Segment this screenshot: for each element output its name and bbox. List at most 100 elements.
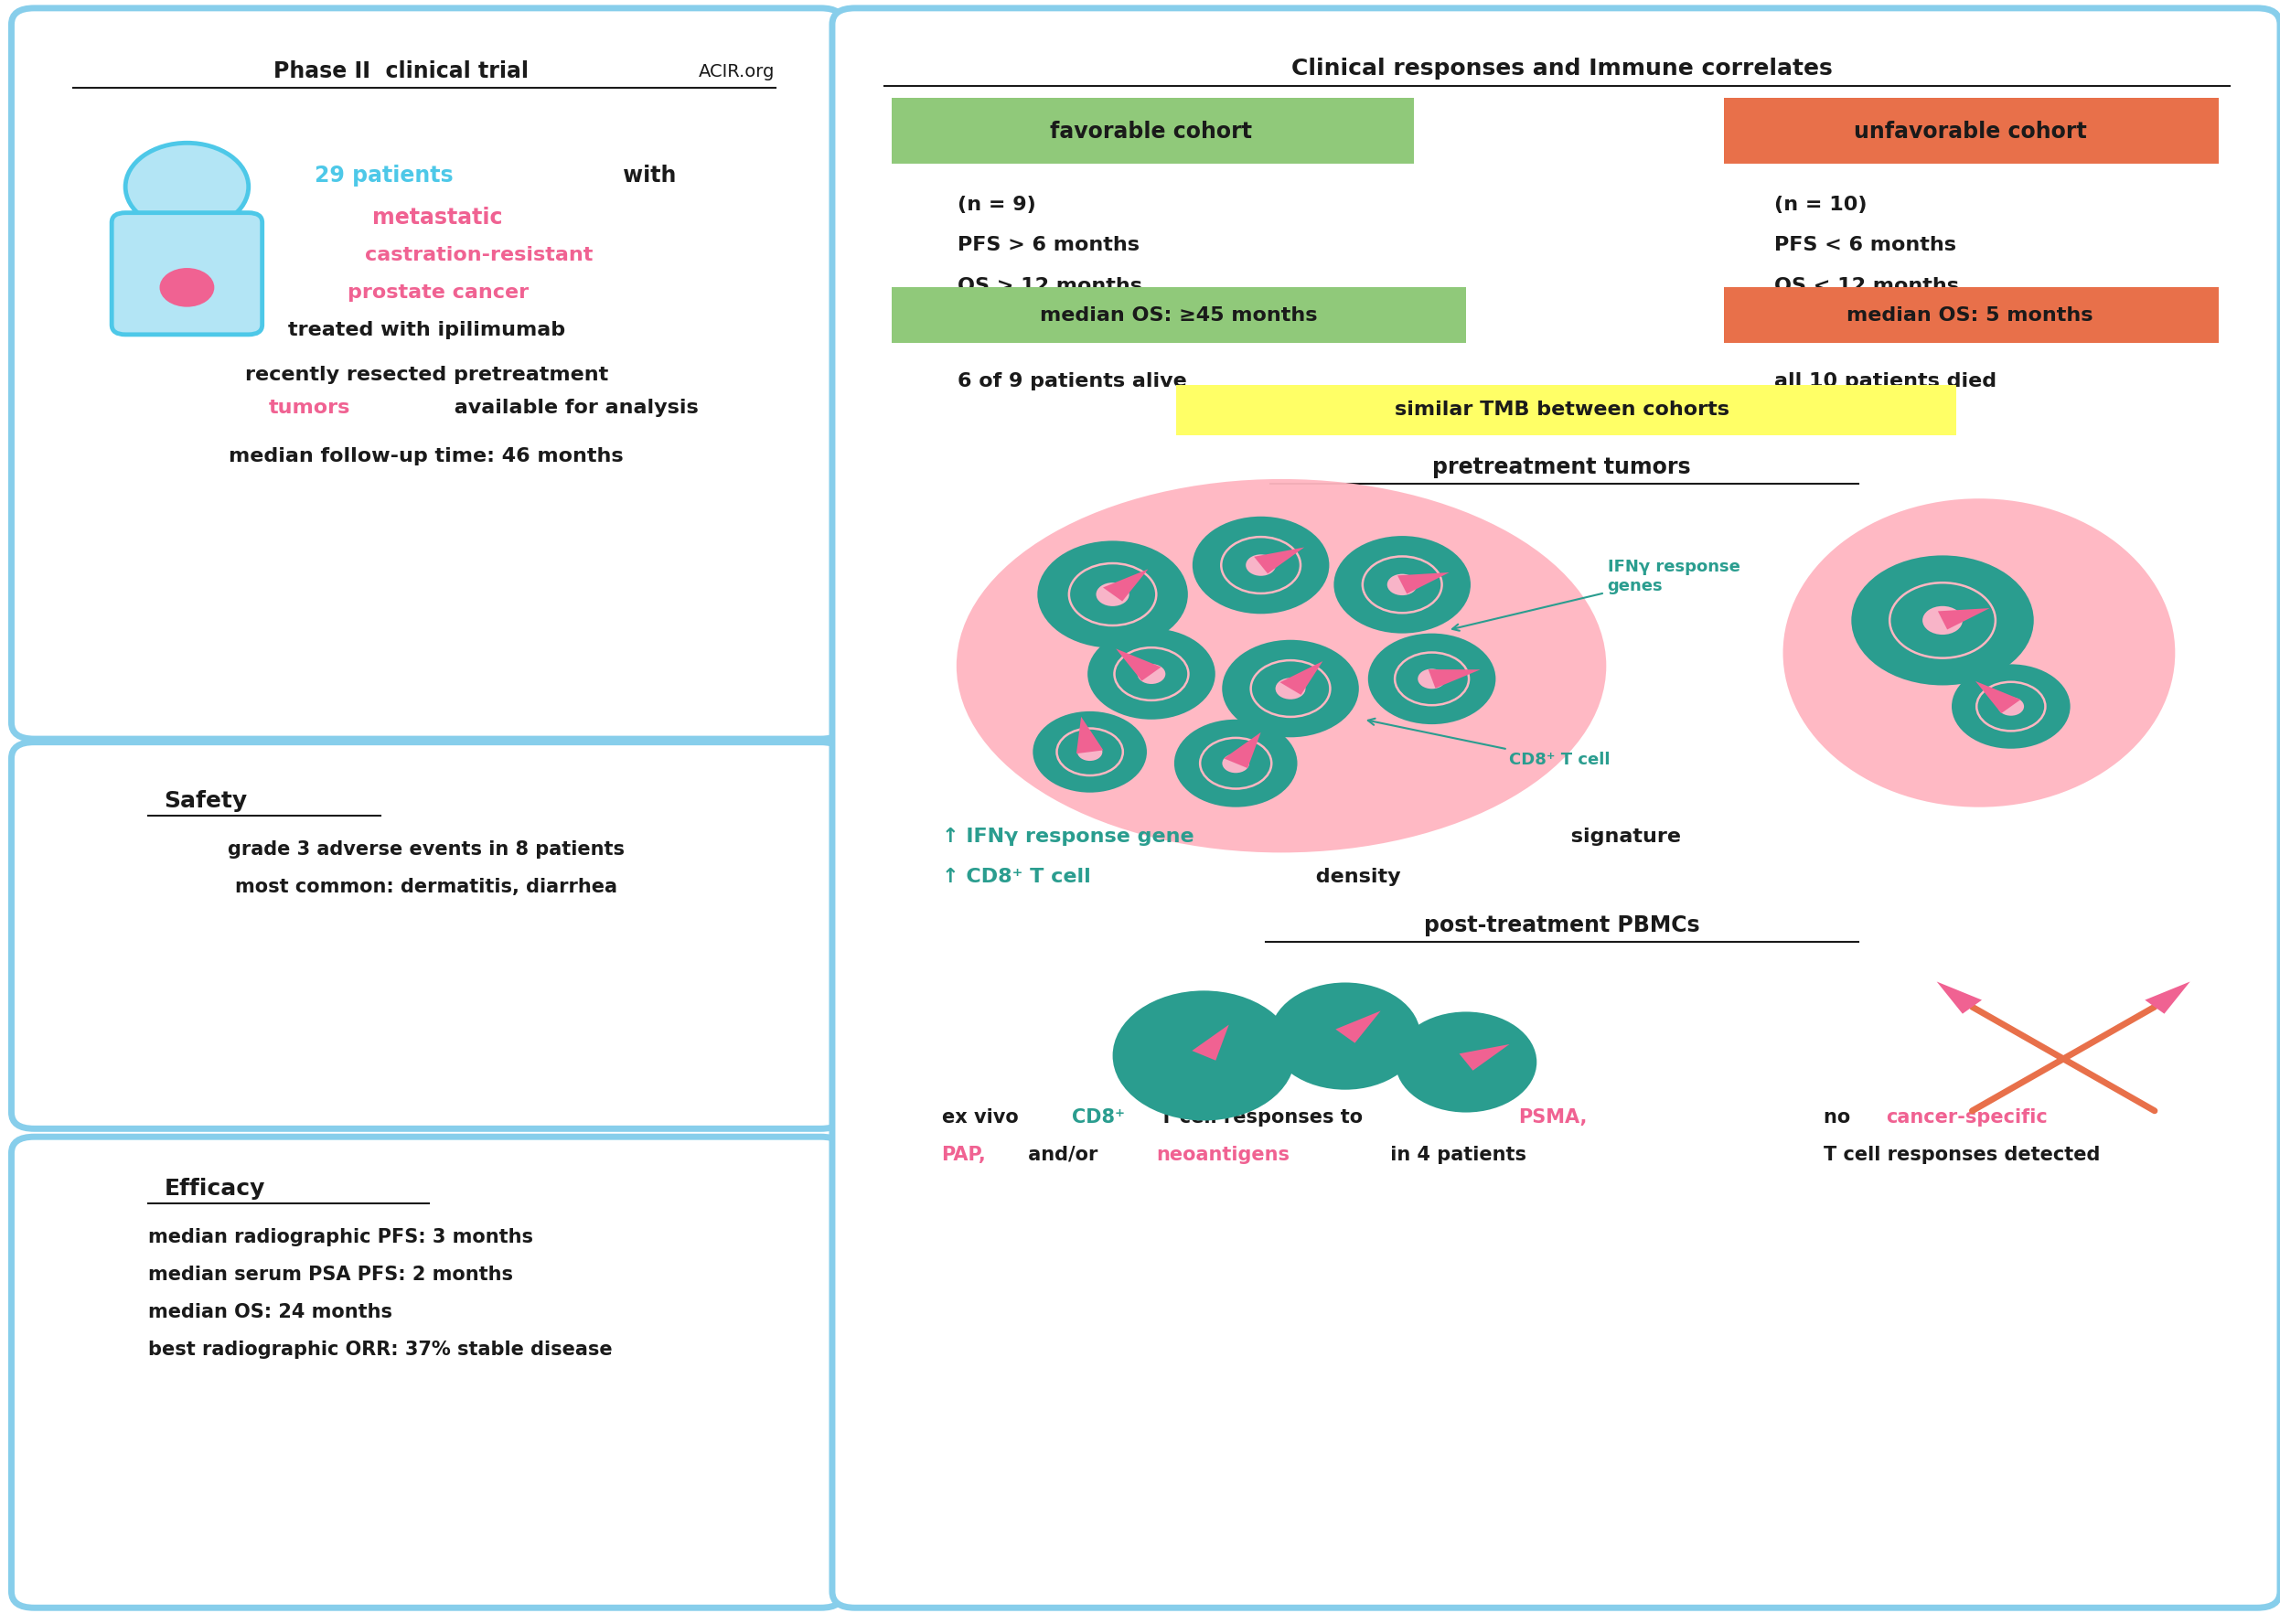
Circle shape bbox=[160, 268, 214, 307]
Text: Safety: Safety bbox=[164, 789, 249, 812]
Text: CD8⁺ T cell: CD8⁺ T cell bbox=[1368, 718, 1610, 768]
Circle shape bbox=[1033, 711, 1147, 793]
Text: 29 patients: 29 patients bbox=[315, 164, 454, 187]
Polygon shape bbox=[1279, 661, 1322, 695]
Text: ACIR.org: ACIR.org bbox=[700, 63, 775, 80]
Ellipse shape bbox=[958, 479, 1605, 853]
Circle shape bbox=[1113, 991, 1295, 1121]
Polygon shape bbox=[1224, 732, 1261, 768]
FancyBboxPatch shape bbox=[112, 213, 262, 335]
FancyBboxPatch shape bbox=[1724, 287, 2218, 343]
Text: Clinical responses and Immune correlates: Clinical responses and Immune correlates bbox=[1290, 57, 1833, 80]
FancyBboxPatch shape bbox=[1176, 385, 1956, 435]
Text: castration-resistant: castration-resistant bbox=[365, 245, 593, 265]
Ellipse shape bbox=[1783, 499, 2175, 807]
Circle shape bbox=[1270, 983, 1420, 1090]
Circle shape bbox=[1386, 573, 1418, 596]
Text: density: density bbox=[1309, 867, 1400, 887]
Circle shape bbox=[1037, 541, 1188, 648]
Circle shape bbox=[1138, 664, 1165, 684]
Polygon shape bbox=[1936, 981, 1981, 1013]
FancyBboxPatch shape bbox=[11, 1137, 844, 1608]
Text: median OS: ≥45 months: median OS: ≥45 months bbox=[1040, 305, 1318, 325]
Text: median follow-up time: 46 months: median follow-up time: 46 months bbox=[228, 447, 625, 466]
Text: ↑ CD8⁺ T cell: ↑ CD8⁺ T cell bbox=[942, 867, 1090, 887]
Text: OS > 12 months: OS > 12 months bbox=[958, 276, 1142, 296]
Text: CD8⁺: CD8⁺ bbox=[1072, 1108, 1124, 1127]
Text: all 10 patients died: all 10 patients died bbox=[1774, 372, 1997, 391]
Text: available for analysis: available for analysis bbox=[447, 398, 698, 417]
Text: prostate cancer: prostate cancer bbox=[347, 283, 529, 302]
FancyBboxPatch shape bbox=[891, 287, 1466, 343]
Polygon shape bbox=[1427, 669, 1480, 689]
Circle shape bbox=[1275, 677, 1306, 700]
Circle shape bbox=[1997, 697, 2025, 716]
Text: best radiographic ORR: 37% stable disease: best radiographic ORR: 37% stable diseas… bbox=[148, 1340, 613, 1359]
FancyBboxPatch shape bbox=[832, 8, 2280, 1608]
Text: OS < 12 months: OS < 12 months bbox=[1774, 276, 1959, 296]
Text: T cell responses to: T cell responses to bbox=[1154, 1108, 1370, 1127]
Circle shape bbox=[1088, 628, 1215, 719]
Text: favorable cohort: favorable cohort bbox=[1051, 120, 1252, 143]
Polygon shape bbox=[1115, 648, 1161, 680]
Polygon shape bbox=[1192, 1025, 1229, 1060]
Text: with: with bbox=[616, 164, 677, 187]
Text: similar TMB between cohorts: similar TMB between cohorts bbox=[1395, 400, 1728, 419]
Circle shape bbox=[1097, 583, 1129, 606]
Circle shape bbox=[1222, 640, 1359, 737]
Text: T cell responses detected: T cell responses detected bbox=[1824, 1145, 2100, 1164]
Circle shape bbox=[1078, 744, 1101, 760]
Polygon shape bbox=[2145, 981, 2191, 1013]
Polygon shape bbox=[1104, 568, 1149, 601]
Text: 6 of 9 patients alive: 6 of 9 patients alive bbox=[958, 372, 1188, 391]
Text: ex vivo: ex vivo bbox=[942, 1108, 1026, 1127]
Text: PFS > 6 months: PFS > 6 months bbox=[958, 235, 1140, 255]
Circle shape bbox=[1368, 633, 1496, 724]
Text: Phase II  clinical trial: Phase II clinical trial bbox=[274, 60, 529, 83]
Text: neoantigens: neoantigens bbox=[1156, 1145, 1290, 1164]
Polygon shape bbox=[1459, 1044, 1509, 1070]
Polygon shape bbox=[1974, 680, 2020, 713]
Text: PFS < 6 months: PFS < 6 months bbox=[1774, 235, 1956, 255]
FancyBboxPatch shape bbox=[1724, 97, 2218, 164]
Text: in 4 patients: in 4 patients bbox=[1384, 1145, 1528, 1164]
Text: unfavorable cohort: unfavorable cohort bbox=[1854, 120, 2086, 143]
Circle shape bbox=[125, 143, 249, 231]
Text: median radiographic PFS: 3 months: median radiographic PFS: 3 months bbox=[148, 1228, 534, 1247]
Text: cancer-specific: cancer-specific bbox=[1886, 1108, 2047, 1127]
Text: Efficacy: Efficacy bbox=[164, 1177, 264, 1200]
Polygon shape bbox=[1254, 547, 1304, 573]
Text: PAP,: PAP, bbox=[942, 1145, 987, 1164]
Circle shape bbox=[1395, 1012, 1537, 1112]
Text: treated with ipilimumab: treated with ipilimumab bbox=[287, 320, 565, 339]
Text: most common: dermatitis, diarrhea: most common: dermatitis, diarrhea bbox=[235, 877, 618, 896]
Circle shape bbox=[1851, 555, 2034, 685]
Circle shape bbox=[1952, 664, 2070, 749]
Circle shape bbox=[1334, 536, 1471, 633]
FancyBboxPatch shape bbox=[11, 8, 844, 739]
Text: (n = 10): (n = 10) bbox=[1774, 195, 1867, 214]
Text: median OS: 5 months: median OS: 5 months bbox=[1847, 305, 2093, 325]
Circle shape bbox=[1418, 669, 1446, 689]
Text: metastatic: metastatic bbox=[372, 206, 504, 229]
Text: recently resected pretreatment: recently resected pretreatment bbox=[244, 365, 609, 385]
FancyBboxPatch shape bbox=[11, 742, 844, 1129]
Text: grade 3 adverse events in 8 patients: grade 3 adverse events in 8 patients bbox=[228, 840, 625, 859]
Text: median OS: 24 months: median OS: 24 months bbox=[148, 1302, 392, 1322]
Text: tumors: tumors bbox=[269, 398, 351, 417]
Text: post-treatment PBMCs: post-treatment PBMCs bbox=[1425, 914, 1699, 937]
Polygon shape bbox=[1398, 572, 1450, 594]
Polygon shape bbox=[1336, 1010, 1382, 1043]
Circle shape bbox=[1174, 719, 1297, 807]
Text: median serum PSA PFS: 2 months: median serum PSA PFS: 2 months bbox=[148, 1265, 513, 1285]
Text: PSMA,: PSMA, bbox=[1518, 1108, 1587, 1127]
Text: no: no bbox=[1824, 1108, 1858, 1127]
Text: and/or: and/or bbox=[1021, 1145, 1104, 1164]
Text: signature: signature bbox=[1564, 827, 1680, 846]
Circle shape bbox=[1222, 754, 1249, 773]
Circle shape bbox=[1245, 554, 1277, 577]
Circle shape bbox=[1192, 516, 1329, 614]
Text: pretreatment tumors: pretreatment tumors bbox=[1432, 456, 1692, 479]
Polygon shape bbox=[1938, 607, 1990, 630]
Polygon shape bbox=[1076, 716, 1104, 754]
